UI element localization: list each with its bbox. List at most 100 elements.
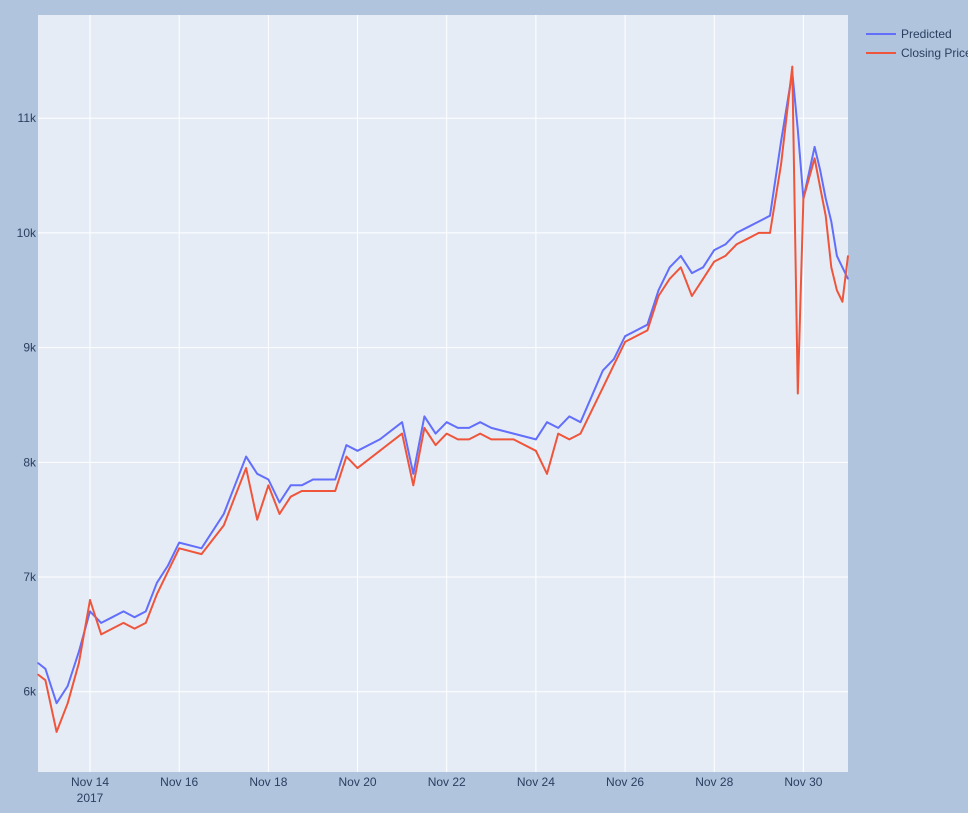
data-point [841,300,844,303]
data-point [334,478,337,481]
data-point [546,472,548,475]
x-tick-label: Nov 22 [428,775,466,789]
data-point [178,547,180,550]
data-point [222,513,225,515]
data-point [144,622,147,624]
y-tick-labels: 6k 7k 8k 9k 10k 11k [17,111,37,698]
data-point [200,547,203,550]
data-point [37,662,39,664]
data-point [836,255,838,257]
data-point [55,702,58,704]
data-point [797,128,799,131]
plot-background [38,15,848,772]
data-point [200,553,203,555]
x-tick-label: Nov 28 [695,775,733,789]
x-tick-label: Nov 24 [517,775,555,789]
data-point [813,146,816,148]
data-point [468,427,470,429]
data-point [66,702,69,704]
data-point [791,65,794,68]
data-point [557,427,559,429]
data-point [646,323,649,326]
data-point [713,260,716,263]
legend-item[interactable]: Closing Price [866,46,968,60]
data-point [780,140,782,142]
data-point [601,369,604,372]
data-point [301,490,303,492]
legend-item[interactable]: Predicted [866,27,952,41]
data-point [412,472,415,475]
data-point [724,255,727,257]
data-point [457,438,459,441]
data-point [668,266,671,269]
data-point [133,616,136,618]
data-point [479,432,481,435]
data-point [691,295,693,297]
x-gridlines [89,15,804,772]
data-point [379,438,381,441]
data-point [735,232,738,234]
data-point [111,616,114,618]
y-tick-label: 10k [17,226,37,240]
data-point [245,455,247,458]
data-point [89,610,91,613]
data-point [445,432,448,435]
data-point [289,484,292,487]
data-point [423,427,426,429]
data-point [55,731,58,733]
data-point [289,495,292,498]
data-point [613,364,615,366]
data-point [679,266,682,269]
y-tick-label: 11k [18,111,37,125]
data-point [401,421,403,423]
x-tick-labels: Nov 14 2017 Nov 16 Nov 18 Nov 20 Nov 22 Nov 24… [71,775,823,805]
data-point [133,627,136,630]
data-point [278,513,281,515]
data-point [490,438,493,441]
data-point [267,478,270,481]
data-point [746,237,749,240]
data-point [724,243,727,246]
x-tick-label: Nov 26 [606,775,644,789]
data-point [479,421,481,423]
data-point [691,272,693,274]
data-point [679,255,682,257]
data-point [256,518,259,521]
data-point [512,438,515,441]
data-point [819,186,821,188]
data-point [769,232,771,234]
data-point [758,220,760,223]
x-tick-label: Nov 30 [784,775,822,789]
data-point [802,197,805,200]
data-point [568,438,571,441]
data-point [746,226,749,228]
data-point [37,673,39,676]
data-point [613,358,615,360]
data-point [78,650,80,653]
data-point [646,329,649,332]
data-point [735,243,738,246]
legend[interactable]: Predicted Closing Price [866,27,968,60]
data-point [44,679,47,682]
data-point [44,667,47,670]
data-point [278,501,281,504]
data-point [267,484,270,487]
data-point [401,432,403,435]
data-point [122,622,125,624]
data-point [445,421,448,423]
data-point [356,450,359,452]
data-point [312,490,314,492]
data-point [111,627,114,630]
legend-label: Closing Price [901,46,968,60]
data-point [256,472,259,475]
data-point [824,214,827,217]
data-point [156,581,158,584]
x-tick-label: Nov 18 [249,775,287,789]
data-point [457,427,459,429]
data-point [813,157,816,160]
x-tick-label: Nov 14 [71,775,109,789]
data-point [234,484,236,487]
data-point [702,266,704,269]
data-point [178,541,180,544]
